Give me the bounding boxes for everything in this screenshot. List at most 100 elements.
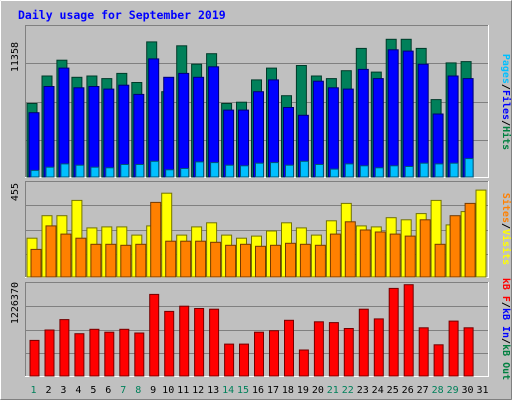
bar-kb-f-day-7 (119, 328, 130, 377)
day-label-5: 5 (90, 385, 96, 396)
bar-pages-day-6 (105, 167, 115, 178)
bar-kb-f-day-20 (313, 321, 324, 377)
bar-files-day-24 (372, 78, 384, 178)
day-label-29: 29 (447, 385, 459, 396)
bar-pages-day-17 (270, 162, 279, 178)
bar-pages-day-7 (120, 164, 130, 178)
bar-pages-day-12 (195, 161, 205, 178)
bar-pages-day-10 (165, 169, 175, 178)
right-legend-0: Pages/Files/Hits (500, 54, 512, 150)
bar-pages-day-25 (389, 165, 399, 178)
day-label-7: 7 (120, 385, 126, 396)
bar-sites-day-30 (464, 202, 476, 278)
bar-kb-f-day-24 (373, 318, 384, 377)
bar-pages-day-8 (135, 164, 145, 178)
bar-kb-f-day-22 (343, 328, 354, 377)
bar-files-day-25 (387, 49, 399, 178)
bar-sites-day-29 (449, 215, 461, 278)
day-label-24: 24 (372, 385, 384, 396)
y-max-label-kbytes: 1226370 (10, 282, 21, 324)
bar-visits-day-31 (475, 189, 487, 278)
bar-pages-day-14 (225, 164, 235, 178)
bar-sites-day-13 (210, 241, 222, 278)
day-label-18: 18 (282, 385, 294, 396)
bar-pages-day-9 (150, 160, 160, 178)
bar-sites-day-12 (195, 240, 207, 278)
bar-kb-f-day-19 (298, 349, 309, 377)
bar-sites-day-5 (90, 243, 102, 278)
day-label-15: 15 (237, 385, 249, 396)
bar-files-day-1 (28, 112, 40, 178)
day-label-21: 21 (327, 385, 339, 396)
bar-files-day-4 (73, 87, 85, 178)
bar-sites-day-17 (270, 244, 281, 278)
y-max-label-hits: 11358 (10, 42, 21, 72)
bar-kb-f-day-26 (403, 284, 414, 377)
bar-kb-f-day-30 (463, 327, 474, 377)
bar-files-day-11 (178, 72, 190, 178)
right-legend-part: / (500, 338, 511, 344)
bar-kb-f-day-9 (149, 293, 160, 377)
bar-sites-day-28 (434, 243, 446, 278)
bar-kb-f-day-11 (179, 305, 190, 377)
bar-pages-day-18 (285, 164, 294, 178)
bar-pages-day-16 (255, 162, 264, 178)
right-legend-part: / (500, 223, 511, 229)
bar-files-day-3 (58, 67, 70, 178)
bar-kb-f-day-8 (134, 332, 145, 377)
sites-visits-panel (25, 181, 489, 278)
bar-pages-day-21 (329, 168, 339, 178)
bar-pages-day-13 (210, 162, 220, 178)
bar-sites-day-21 (329, 233, 341, 278)
bar-kb-f-day-27 (418, 327, 429, 377)
bar-kb-f-day-12 (194, 308, 205, 377)
day-label-14: 14 (222, 385, 234, 396)
bar-pages-day-29 (449, 162, 459, 178)
day-label-4: 4 (75, 385, 81, 396)
day-label-28: 28 (432, 385, 444, 396)
bar-sites-day-16 (255, 245, 266, 278)
bar-pages-day-15 (240, 165, 249, 178)
bar-pages-day-1 (30, 169, 40, 178)
bar-files-day-21 (327, 87, 339, 178)
bar-sites-day-26 (404, 235, 416, 278)
bar-sites-day-4 (75, 237, 87, 278)
bar-files-day-10 (163, 76, 175, 178)
bar-files-day-20 (312, 80, 324, 178)
bar-files-day-5 (88, 86, 100, 178)
right-legend-part: Pages (500, 54, 511, 84)
y-max-label-visits: 455 (10, 183, 21, 201)
bar-sites-day-1 (30, 248, 42, 278)
bar-kb-f-day-16 (254, 331, 264, 377)
bar-kb-f-day-10 (164, 310, 175, 377)
bar-kb-f-day-2 (44, 329, 55, 377)
day-label-25: 25 (387, 385, 399, 396)
day-label-23: 23 (357, 385, 369, 396)
right-legend-part: kB Out (500, 344, 511, 380)
day-label-1: 1 (30, 385, 36, 396)
bar-files-day-13 (208, 66, 220, 178)
day-label-17: 17 (267, 385, 279, 396)
bar-kb-f-day-1 (29, 339, 40, 377)
right-legend-part: kB F (500, 278, 511, 302)
day-label-2: 2 (45, 385, 51, 396)
right-legend-part: Visits (500, 229, 512, 265)
bar-kb-f-day-5 (89, 328, 100, 377)
bar-sites-day-23 (359, 229, 371, 278)
bar-pages-day-24 (374, 167, 384, 178)
bar-pages-day-27 (419, 162, 429, 178)
right-legend-part: Hits (500, 126, 512, 150)
bar-pages-day-28 (434, 163, 444, 178)
bar-kb-f-day-3 (59, 319, 70, 377)
bar-kb-f-day-18 (284, 319, 294, 377)
day-label-6: 6 (105, 385, 111, 396)
day-label-30: 30 (461, 385, 473, 396)
bar-kb-f-day-29 (448, 320, 459, 377)
bar-files-day-26 (402, 50, 414, 178)
right-legend-part: Files (500, 90, 512, 120)
bar-files-day-27 (417, 63, 429, 178)
right-legend-part: / (500, 302, 511, 308)
bar-files-day-7 (118, 84, 130, 178)
day-label-8: 8 (135, 385, 141, 396)
